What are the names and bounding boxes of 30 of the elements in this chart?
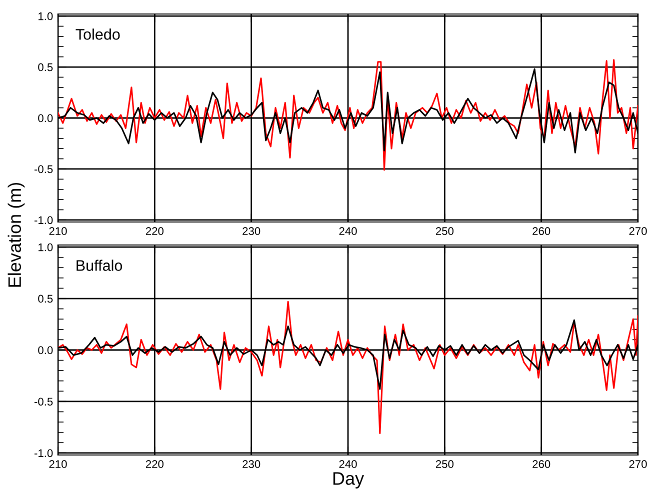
y-tick-label: 0.5 — [38, 63, 53, 72]
x-tick-label: 220 — [146, 227, 164, 236]
y-tick-label: 0.0 — [38, 114, 53, 122]
x-tick-label: 230 — [242, 227, 260, 236]
annotation: Toledo — [76, 28, 120, 40]
y-tick-label: -1.0 — [34, 216, 53, 224]
y-tick-label: 0.5 — [38, 294, 53, 303]
line-series — [58, 300, 638, 434]
y-tick-label: 0.0 — [38, 346, 53, 354]
x-axis-title: Day — [333, 472, 364, 488]
y-tick-label: -0.5 — [34, 165, 53, 174]
x-tick-label: 240 — [339, 227, 357, 236]
x-tick-label: 210 — [49, 460, 67, 468]
x-tick-label: 270 — [629, 460, 647, 468]
annotation: Buffalo — [76, 260, 122, 271]
y-tick-label: -0.5 — [34, 398, 53, 406]
line-series — [58, 59, 638, 171]
x-tick-label: 270 — [629, 227, 647, 236]
x-tick-label: 210 — [49, 227, 67, 236]
x-tick-label: 230 — [242, 460, 260, 468]
y-tick-label: -1.0 — [34, 449, 53, 458]
y-tick-label: 1.0 — [38, 12, 53, 20]
x-tick-label: 220 — [146, 460, 164, 468]
x-tick-label: 240 — [339, 460, 357, 468]
x-tick-label: 260 — [532, 460, 550, 468]
y-axis-title: Elevation (m) — [8, 182, 25, 287]
x-tick-label: 260 — [532, 227, 550, 236]
x-tick-label: 250 — [436, 460, 454, 468]
y-tick-label: 1.0 — [38, 243, 53, 252]
x-tick-label: 250 — [436, 227, 454, 236]
